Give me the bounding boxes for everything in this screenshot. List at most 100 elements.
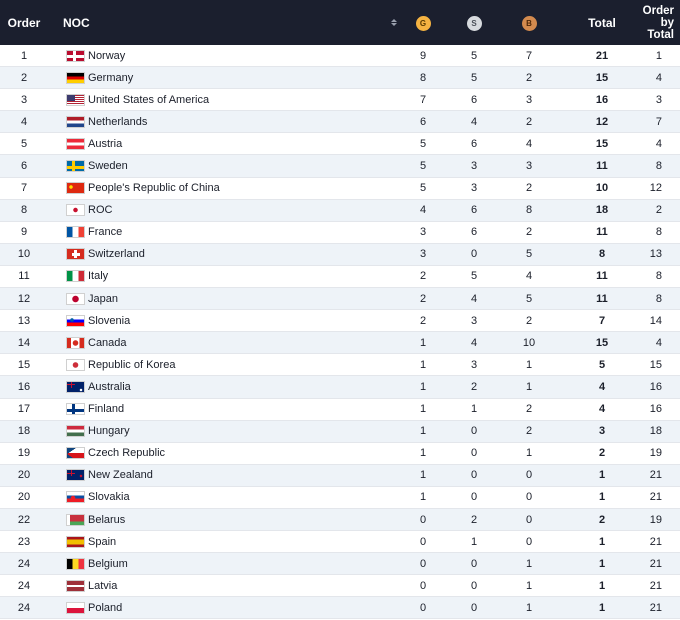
noc-cell[interactable]: Poland [48, 601, 388, 614]
table-row[interactable]: 10 Switzerland 3 0 5 8 13 [0, 243, 680, 266]
noc-cell[interactable]: Italy [48, 270, 388, 283]
table-row[interactable]: 15 Republic of Korea 1 3 1 5 15 [0, 354, 680, 377]
table-row[interactable]: 16 Australia 1 2 1 4 16 [0, 376, 680, 399]
noc-name[interactable]: Italy [88, 270, 109, 283]
column-header-noc[interactable]: NOC [63, 15, 90, 30]
noc-name[interactable]: Czech Republic [88, 447, 166, 460]
table-row[interactable]: 22 Belarus 0 2 0 2 19 [0, 508, 680, 532]
flag-belarus-icon [66, 513, 85, 526]
noc-name[interactable]: Spain [88, 535, 117, 548]
noc-name[interactable]: Latvia [88, 579, 118, 592]
table-row[interactable]: 2 Germany 8 5 2 15 4 [0, 67, 680, 90]
noc-name[interactable]: Australia [88, 380, 131, 393]
order-by-total-cell: 21 [649, 469, 662, 482]
noc-name[interactable]: Hungary [88, 425, 130, 438]
column-header-order-by-total[interactable]: Order by Total [634, 5, 680, 41]
noc-cell[interactable]: Spain [48, 535, 388, 548]
table-row[interactable]: 20 Slovakia 1 0 0 1 21 [0, 486, 680, 509]
table-row[interactable]: 24 Belgium 0 0 1 1 21 [0, 553, 680, 576]
noc-cell[interactable]: France [48, 226, 388, 239]
noc-name[interactable]: Netherlands [88, 115, 148, 128]
table-row[interactable]: 19 Czech Republic 1 0 1 2 19 [0, 442, 680, 465]
noc-name[interactable]: People's Republic of China [88, 182, 220, 195]
table-row[interactable]: 24 Poland 0 0 1 1 21 [0, 597, 680, 620]
table-row[interactable]: 5 Austria 5 6 4 15 4 [0, 133, 680, 156]
noc-cell[interactable]: Australia [48, 380, 388, 393]
table-row[interactable]: 3 United States of America 7 6 3 16 3 [0, 89, 680, 112]
table-row[interactable]: 7 People's Republic of China 5 3 2 10 12 [0, 177, 680, 200]
noc-name[interactable]: New Zealand [88, 469, 153, 482]
table-row[interactable]: 14 Canada 1 4 10 15 4 [0, 332, 680, 355]
noc-cell[interactable]: Latvia [48, 579, 388, 592]
noc-name[interactable]: Belgium [88, 557, 128, 570]
noc-cell[interactable]: Sweden [48, 160, 388, 173]
noc-name[interactable]: Germany [88, 71, 134, 84]
flag-italy-icon [66, 270, 85, 283]
column-header-gold[interactable]: G [400, 15, 446, 31]
table-row[interactable]: 24 Latvia 0 0 1 1 21 [0, 575, 680, 598]
noc-name[interactable]: Sweden [88, 160, 128, 173]
table-row[interactable]: 6 Sweden 5 3 3 11 8 [0, 155, 680, 178]
column-header-bronze[interactable]: B [502, 15, 556, 31]
flag-latvia-icon [66, 579, 85, 592]
table-row[interactable]: 4 Netherlands 6 4 2 12 7 [0, 111, 680, 134]
noc-cell[interactable]: Norway [48, 49, 388, 62]
table-row[interactable]: 1 Norway 9 5 7 21 1 [0, 45, 680, 68]
noc-name[interactable]: Switzerland [88, 248, 145, 261]
table-row[interactable]: 23 Spain 0 1 0 1 21 [0, 531, 680, 554]
noc-cell[interactable]: Czech Republic [48, 447, 388, 460]
column-header-order[interactable]: Order [7, 15, 41, 30]
total-cell: 11 [596, 160, 608, 173]
column-header-total[interactable]: Total [588, 15, 616, 30]
noc-cell[interactable]: People's Republic of China [48, 182, 388, 195]
order-by-total-line1: Order [642, 4, 674, 17]
noc-name[interactable]: ROC [88, 204, 113, 217]
noc-cell[interactable]: Slovakia [48, 491, 388, 504]
noc-name[interactable]: Norway [88, 49, 126, 62]
silver-cell: 6 [470, 137, 478, 150]
table-row[interactable]: 11 Italy 2 5 4 11 8 [0, 265, 680, 289]
table-row[interactable]: 20 New Zealand 1 0 0 1 21 [0, 464, 680, 487]
sort-toggle[interactable] [388, 19, 400, 26]
noc-cell[interactable]: New Zealand [48, 469, 388, 482]
noc-cell[interactable]: Belgium [48, 557, 388, 570]
noc-name[interactable]: Poland [88, 601, 123, 614]
order-cell: 16 [17, 380, 31, 393]
noc-name[interactable]: Republic of Korea [88, 358, 176, 371]
table-row[interactable]: 17 Finland 1 1 2 4 16 [0, 398, 680, 421]
noc-cell[interactable]: Finland [48, 403, 388, 416]
noc-name[interactable]: Slovenia [88, 314, 131, 327]
noc-cell[interactable]: Netherlands [48, 115, 388, 128]
noc-cell[interactable]: Switzerland [48, 248, 388, 261]
noc-name[interactable]: Japan [88, 292, 118, 305]
column-header-silver[interactable]: S [446, 15, 502, 31]
noc-name[interactable]: United States of America [88, 93, 210, 106]
noc-cell[interactable]: Slovenia [48, 314, 388, 327]
table-row[interactable]: 9 France 3 6 2 11 8 [0, 221, 680, 244]
noc-name[interactable]: Austria [88, 137, 123, 150]
order-cell: 14 [17, 336, 31, 349]
noc-cell[interactable]: Canada [48, 336, 388, 349]
noc-name[interactable]: Slovakia [88, 491, 130, 504]
table-row[interactable]: 18 Hungary 1 0 2 3 18 [0, 420, 680, 443]
noc-cell[interactable]: Germany [48, 71, 388, 84]
order-cell: 4 [20, 115, 28, 128]
noc-cell[interactable]: ROC [48, 204, 388, 217]
total-cell: 1 [598, 535, 606, 548]
noc-cell[interactable]: Hungary [48, 425, 388, 438]
table-row[interactable]: 13 Slovenia 2 3 2 7 14 [0, 310, 680, 333]
noc-cell[interactable]: Republic of Korea [48, 358, 388, 371]
noc-cell[interactable]: United States of America [48, 93, 388, 106]
noc-name[interactable]: France [88, 226, 123, 239]
noc-cell[interactable]: Japan [48, 292, 388, 305]
silver-cell: 0 [470, 248, 478, 261]
table-row[interactable]: 12 Japan 2 4 5 11 8 [0, 288, 680, 311]
noc-name[interactable]: Canada [88, 336, 127, 349]
table-row[interactable]: 8 ROC 4 6 8 18 2 [0, 199, 680, 222]
noc-name[interactable]: Belarus [88, 513, 126, 526]
gold-cell: 5 [419, 160, 427, 173]
noc-cell[interactable]: Belarus [48, 513, 388, 526]
noc-cell[interactable]: Austria [48, 137, 388, 150]
noc-name[interactable]: Finland [88, 403, 125, 416]
